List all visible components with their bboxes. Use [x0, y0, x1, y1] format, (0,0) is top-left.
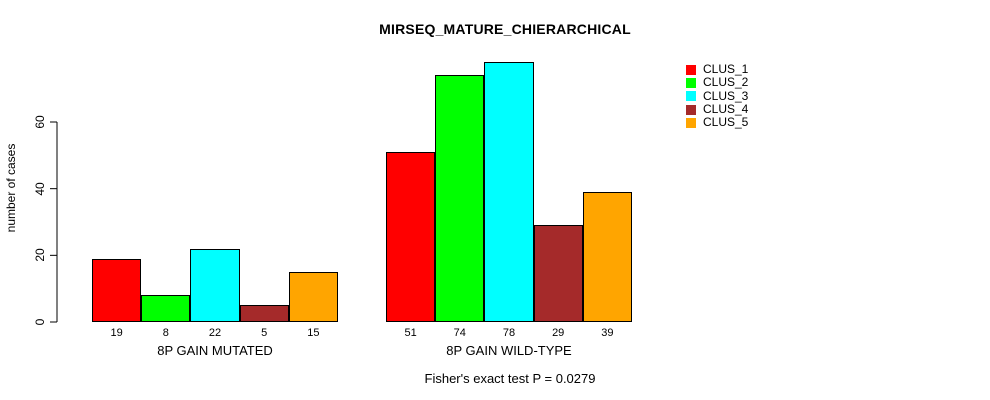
legend-swatch-icon [686, 104, 696, 115]
legend-label: CLUS_5 [703, 115, 749, 130]
legend-label: CLUS_1 [703, 62, 749, 77]
bar-clus_2 [141, 295, 191, 322]
legend-item: CLUS_3 [686, 88, 749, 103]
bar-clus_1 [92, 258, 142, 322]
bar-value-label: 51 [404, 327, 417, 339]
legend-swatch-icon [686, 64, 696, 75]
group-label: 8P GAIN WILD-TYPE [446, 343, 572, 358]
y-tick-label: 60 [33, 115, 47, 129]
legend-label: CLUS_2 [703, 75, 749, 90]
legend-label: CLUS_4 [703, 102, 749, 117]
legend-label: CLUS_3 [703, 88, 749, 103]
bar-value-label: 39 [601, 327, 614, 339]
legend-item: CLUS_1 [686, 63, 748, 76]
bar-clus_3 [190, 248, 240, 322]
y-tick-label: 20 [33, 248, 47, 263]
legend-item: CLUS_5 [686, 116, 748, 129]
bar-value-label: 15 [307, 327, 320, 339]
bar-value-label: 74 [453, 327, 466, 339]
bar-clus_3 [484, 62, 534, 322]
bar-clus_5 [288, 272, 338, 322]
annotation-text: Fisher's exact test P = 0.0279 [424, 371, 596, 386]
bar-clus_5 [582, 192, 632, 322]
legend-swatch-icon [686, 77, 696, 88]
y-tick-label: 40 [33, 181, 47, 196]
group-label: 8P GAIN MUTATED [157, 343, 273, 358]
bar-clus_4 [533, 225, 583, 322]
y-tick-label: 0 [33, 318, 47, 326]
bar-value-label: 78 [502, 327, 516, 339]
bar-value-label: 19 [110, 327, 123, 339]
bar-clus_2 [435, 75, 485, 322]
legend-swatch-icon [686, 117, 696, 128]
bar-value-label: 29 [552, 327, 565, 339]
legend: CLUS_1 CLUS_2 CLUS_3 CLUS_4 CLUS_5 [686, 63, 748, 129]
bar-clus_1 [386, 152, 436, 322]
bar-value-label: 22 [208, 327, 222, 339]
legend-item: CLUS_2 [686, 76, 748, 89]
chart-title: MIRSEQ_MATURE_CHIERARCHICAL [379, 21, 631, 37]
legend-swatch-icon [686, 91, 696, 102]
legend-item: CLUS_4 [686, 103, 748, 116]
bar-clus_4 [239, 305, 289, 322]
bar-value-label: 5 [261, 327, 268, 339]
bar-value-label: 8 [162, 327, 169, 339]
